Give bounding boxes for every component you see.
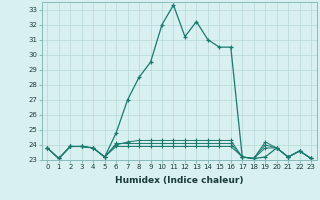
X-axis label: Humidex (Indice chaleur): Humidex (Indice chaleur) <box>115 176 244 185</box>
